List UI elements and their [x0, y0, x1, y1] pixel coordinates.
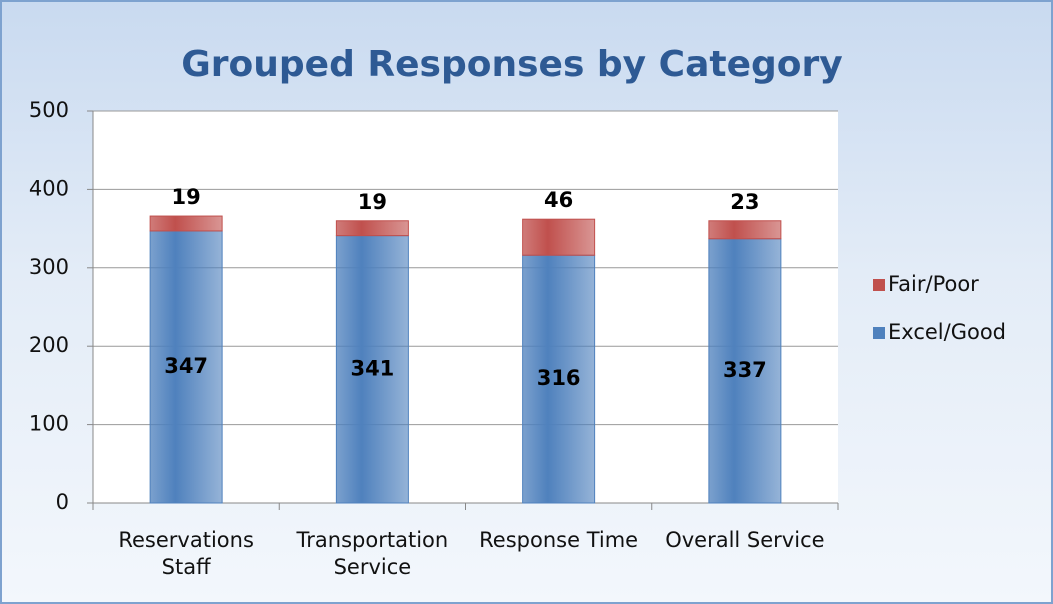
data-label: 347 — [164, 354, 208, 378]
x-tick-label: Response Time — [479, 528, 639, 552]
y-tick-label: 100 — [29, 412, 69, 436]
bar-segment — [522, 218, 596, 256]
legend-label: Excel/Good — [888, 320, 1006, 344]
legend-swatch — [873, 279, 885, 291]
y-tick-label: 0 — [56, 490, 69, 514]
x-tick-label: Transportation Service — [296, 528, 449, 579]
y-tick-label: 500 — [29, 98, 69, 122]
data-label: 46 — [544, 188, 573, 212]
bar-segment — [149, 215, 223, 232]
x-tick-label: Reservations Staff — [118, 528, 254, 579]
y-tick-label: 400 — [29, 176, 69, 200]
bar-segment — [335, 220, 409, 237]
x-tick-label: Overall Service — [665, 528, 825, 552]
data-label: 337 — [723, 358, 767, 382]
bar-segment — [149, 230, 223, 504]
y-tick-label: 200 — [29, 333, 69, 357]
legend-swatch — [873, 327, 885, 339]
data-label: 19 — [172, 185, 201, 209]
data-label: 341 — [350, 356, 394, 380]
data-label: 316 — [537, 366, 581, 390]
bar-segment — [708, 220, 782, 240]
chart-title: Grouped Responses by Category — [181, 44, 842, 85]
bar-segment — [335, 235, 409, 504]
data-label: 23 — [730, 190, 759, 214]
bar-segment — [522, 254, 596, 504]
legend-label: Fair/Poor — [888, 272, 979, 296]
data-label: 19 — [358, 190, 387, 214]
y-tick-label: 300 — [29, 255, 69, 279]
